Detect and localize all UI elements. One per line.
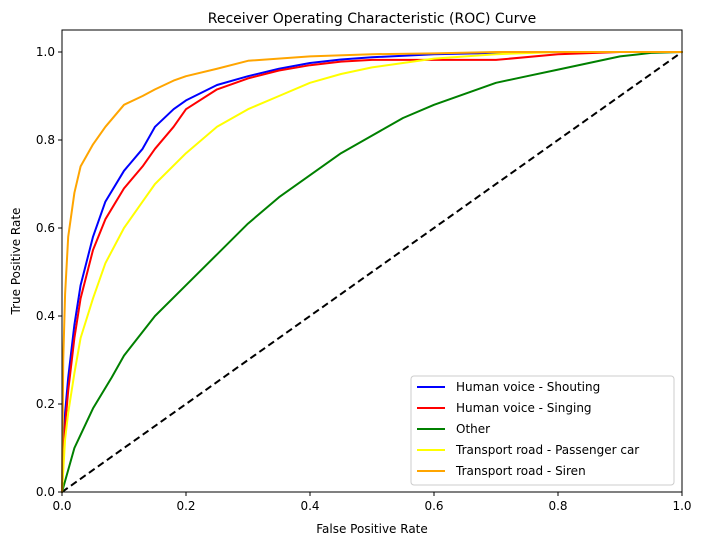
y-tick-label: 0.4 [36, 309, 55, 323]
x-tick-label: 1.0 [672, 499, 691, 513]
x-tick-label: 0.8 [548, 499, 567, 513]
x-axis-label: False Positive Rate [316, 522, 428, 536]
reference-line-group [61, 51, 683, 493]
x-axis-ticks: 0.0 0.2 0.4 0.6 0.8 1.0 [52, 492, 692, 513]
y-tick-label: 0.0 [36, 485, 55, 499]
legend-label-5: Transport road - Siren [455, 464, 586, 478]
x-tick-label: 0.4 [300, 499, 319, 513]
y-axis-label: True Positive Rate [9, 208, 23, 316]
x-tick-label: 0.6 [424, 499, 443, 513]
series-line-4 [61, 51, 683, 493]
y-axis-ticks: 0.0 0.2 0.4 0.6 0.8 1.0 [36, 45, 62, 499]
legend: Human voice - Shouting Human voice - Sing… [410, 375, 675, 486]
axes-frame [61, 29, 683, 493]
series-line-5 [61, 51, 683, 493]
legend-label-2: Human voice - Singing [456, 401, 592, 415]
legend-label-1: Human voice - Shouting [456, 380, 600, 394]
chart-title: Receiver Operating Characteristic (ROC) … [208, 11, 537, 27]
reference-diagonal-line [61, 51, 683, 493]
y-tick-label: 0.6 [36, 221, 55, 235]
legend-label-3: Other [456, 422, 490, 436]
x-tick-label: 0.0 [52, 499, 71, 513]
series-group [61, 51, 683, 493]
y-tick-label: 0.8 [36, 133, 55, 147]
series-line-3 [61, 51, 683, 493]
legend-frame [410, 375, 675, 486]
y-tick-label: 1.0 [36, 45, 55, 59]
series-line-2 [61, 51, 683, 493]
y-tick-label: 0.2 [36, 397, 55, 411]
x-tick-label: 0.2 [176, 499, 195, 513]
legend-label-4: Transport road - Passenger car [455, 443, 639, 457]
